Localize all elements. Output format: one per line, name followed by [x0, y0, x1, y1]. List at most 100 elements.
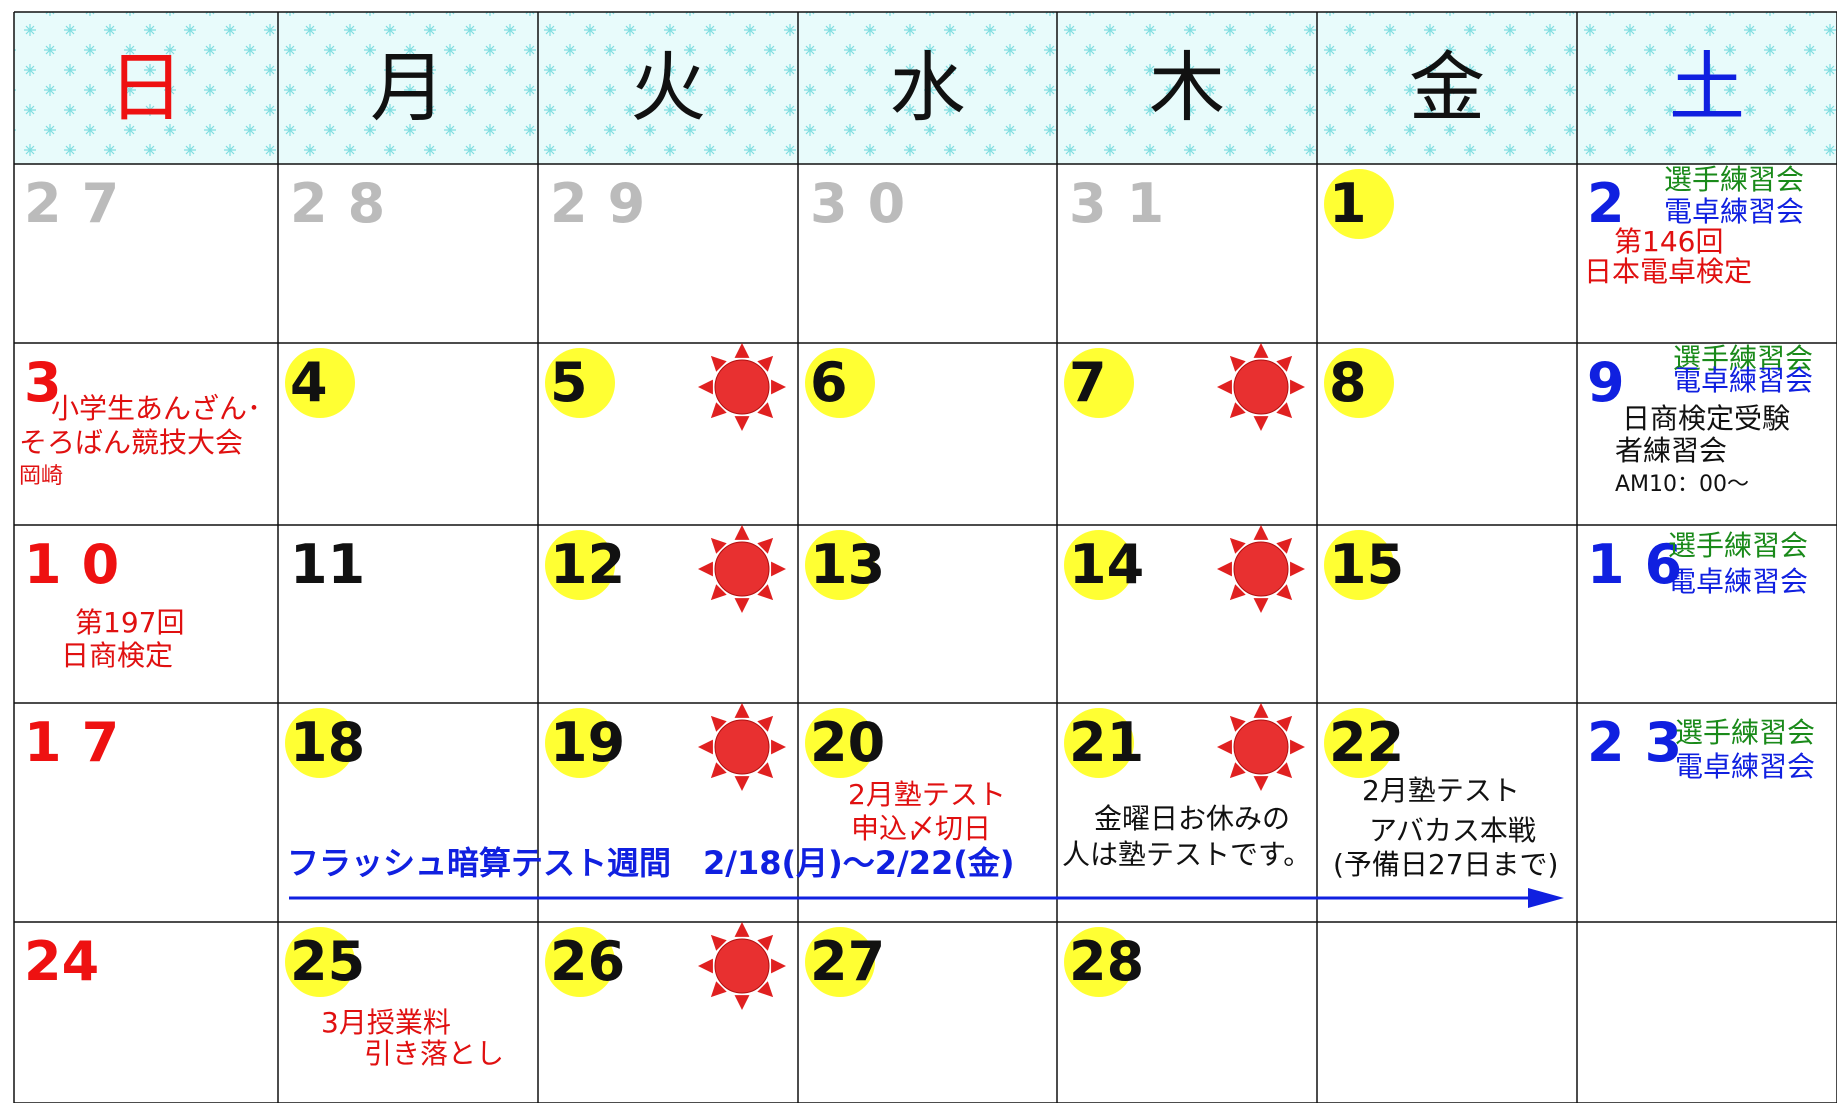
sun-ray: [698, 958, 713, 974]
sun-ray: [1217, 379, 1232, 395]
sun-ray: [1276, 584, 1293, 601]
day-highlight: [545, 348, 615, 418]
sun-ray: [757, 584, 774, 601]
sun-ray: [1276, 355, 1293, 372]
sun-ray: [757, 981, 774, 998]
day-number: 8: [1329, 351, 1367, 414]
day-number: 1: [1329, 172, 1367, 235]
sun-ray: [1276, 715, 1293, 732]
day-highlight: [805, 708, 875, 778]
sun-icon: [1217, 343, 1305, 431]
sun-ray: [771, 379, 786, 395]
sun-ray: [771, 739, 786, 755]
sun-ray: [1290, 739, 1305, 755]
day-number: 29: [550, 172, 666, 235]
sun-ray: [698, 739, 713, 755]
sun-ray: [710, 537, 727, 554]
day-number: 7: [1069, 351, 1107, 414]
sun-icon: [1217, 525, 1305, 613]
day-highlight: [805, 530, 875, 600]
day-highlight: [805, 348, 875, 418]
note: AM10：00～: [1615, 472, 1750, 497]
day-highlight: [285, 927, 355, 997]
sun-ray: [710, 715, 727, 732]
sun-icon: [698, 922, 786, 1010]
day-number: 13: [810, 533, 886, 596]
day-number: 18: [290, 711, 366, 774]
day-highlight: [1064, 708, 1134, 778]
sun-face: [1233, 359, 1289, 415]
header-background: [14, 12, 1837, 164]
sun-ray: [734, 343, 750, 358]
sun-ray: [1229, 762, 1246, 779]
day-highlight: [1324, 530, 1394, 600]
note: 選手練習会: [1673, 342, 1814, 375]
sun-ray: [710, 402, 727, 419]
note: 第146回: [1614, 225, 1724, 258]
sun-ray: [1276, 537, 1293, 554]
day-highlight: [805, 927, 875, 997]
day-number: 27: [810, 930, 886, 993]
note: 人は塾テストです。: [1062, 838, 1312, 871]
sun-ray: [1217, 739, 1232, 755]
sun-ray: [1253, 598, 1269, 613]
sun-ray: [1229, 355, 1246, 372]
sun-face: [714, 938, 770, 994]
sun-ray: [710, 355, 727, 372]
note: 金曜日お休みの: [1094, 802, 1291, 835]
sun-icon: [1217, 703, 1305, 791]
day-highlight: [1324, 708, 1394, 778]
day-header: 土: [1669, 43, 1745, 132]
sun-ray: [1217, 561, 1232, 577]
day-highlight: [545, 708, 615, 778]
note: 者練習会: [1615, 434, 1728, 467]
sun-ray: [710, 934, 727, 951]
note: 選手練習会: [1668, 529, 1809, 562]
day-header: 月: [370, 43, 446, 132]
day-number: 15: [1329, 533, 1405, 596]
day-number: 20: [810, 711, 886, 774]
sun-face: [1233, 719, 1289, 775]
sun-face: [714, 719, 770, 775]
sun-icon: [698, 343, 786, 431]
note: 申込〆切日: [851, 812, 992, 845]
day-number: 21: [1069, 711, 1145, 774]
sun-ray: [757, 762, 774, 779]
sun-ray: [771, 561, 786, 577]
note: 日商検定受験: [1622, 402, 1791, 435]
day-number: 5: [550, 351, 588, 414]
sun-ray: [757, 355, 774, 372]
day-number: 9: [1587, 351, 1625, 414]
sun-ray: [734, 776, 750, 791]
day-highlight: [285, 708, 355, 778]
note: 日商検定: [61, 639, 174, 672]
day-number: 26: [550, 930, 626, 993]
sun-icon: [698, 703, 786, 791]
sun-ray: [1290, 561, 1305, 577]
sun-icon: [698, 525, 786, 613]
sun-face: [714, 541, 770, 597]
sun-ray: [757, 934, 774, 951]
note: (予備日27日まで): [1333, 848, 1559, 881]
day-header: 日: [108, 43, 184, 132]
note: 第197回: [75, 606, 185, 639]
sun-face: [714, 359, 770, 415]
sun-ray: [1229, 537, 1246, 554]
sun-ray: [757, 402, 774, 419]
day-number: 31: [1069, 172, 1185, 235]
sun-ray: [1229, 715, 1246, 732]
note: 電卓練習会: [1673, 364, 1814, 397]
sun-ray: [1253, 343, 1269, 358]
note: 2月塾テスト: [848, 778, 1006, 811]
sun-ray: [757, 715, 774, 732]
sun-ray: [1253, 703, 1269, 718]
day-number: 19: [550, 711, 626, 774]
banner: フラッシュ暗算テスト週間 2/18(月)～2/22(金): [287, 844, 1015, 882]
day-number: 30: [810, 172, 926, 235]
sun-ray: [734, 995, 750, 1010]
sun-ray: [734, 703, 750, 718]
arrow-head: [1528, 888, 1564, 908]
day-highlight: [1064, 530, 1134, 600]
